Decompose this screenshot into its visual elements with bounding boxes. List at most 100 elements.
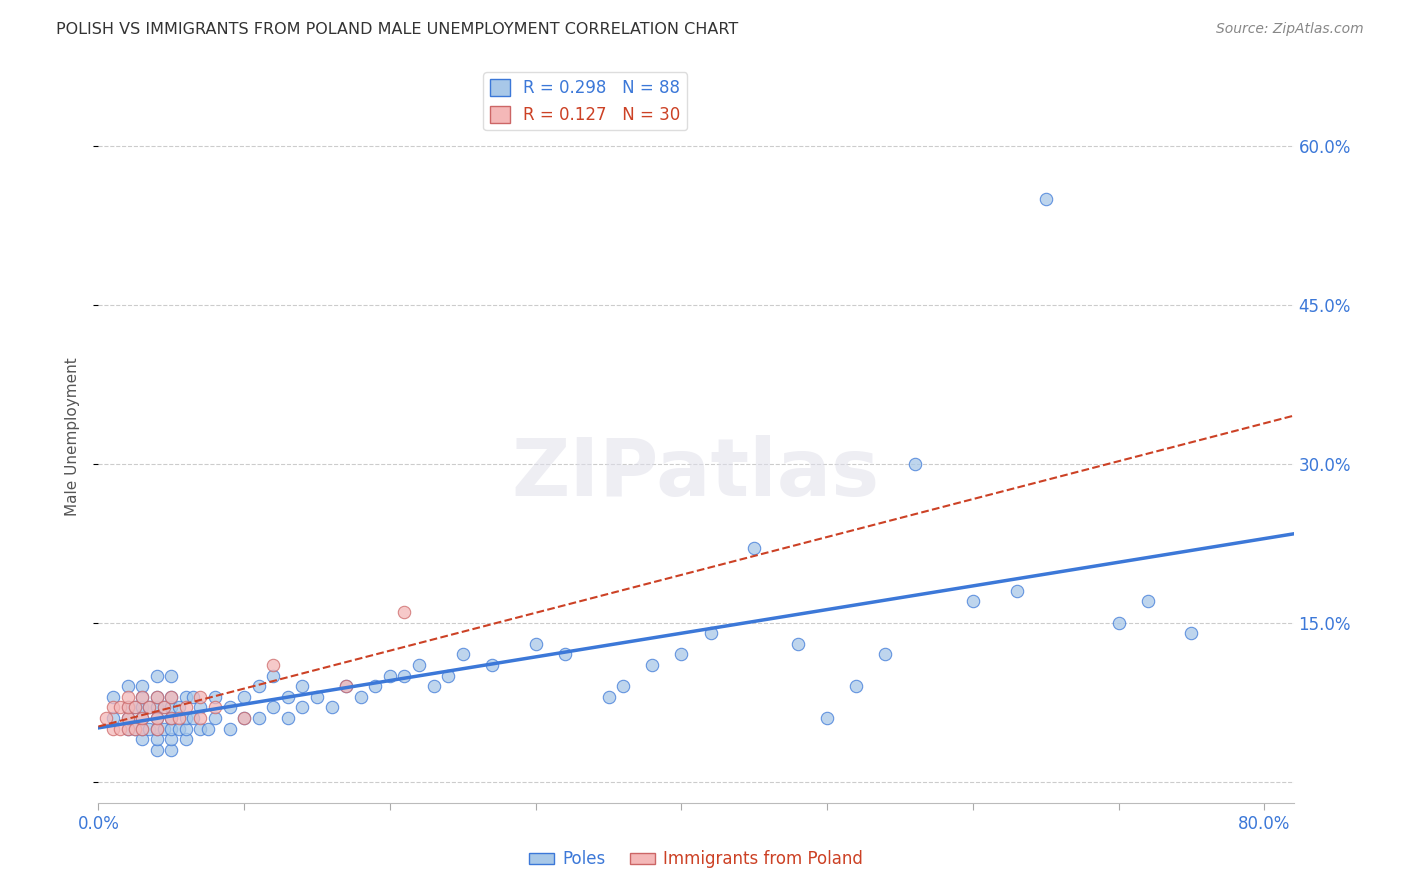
Point bbox=[160, 711, 183, 725]
Point bbox=[524, 637, 547, 651]
Point bbox=[101, 700, 124, 714]
Point bbox=[262, 700, 284, 714]
Point bbox=[153, 700, 176, 714]
Point bbox=[124, 700, 146, 714]
Point bbox=[190, 711, 212, 725]
Point bbox=[145, 743, 167, 757]
Point bbox=[181, 690, 204, 704]
Point bbox=[117, 700, 139, 714]
Point bbox=[131, 690, 153, 704]
Point bbox=[554, 648, 576, 662]
Point bbox=[160, 700, 183, 714]
Point bbox=[204, 711, 226, 725]
Point bbox=[481, 658, 503, 673]
Point bbox=[110, 722, 132, 736]
Point bbox=[451, 648, 474, 662]
Point bbox=[699, 626, 721, 640]
Point bbox=[1136, 594, 1159, 608]
Point bbox=[131, 711, 153, 725]
Point bbox=[291, 679, 314, 693]
Point bbox=[124, 700, 146, 714]
Point bbox=[160, 743, 183, 757]
Text: POLISH VS IMMIGRANTS FROM POLAND MALE UNEMPLOYMENT CORRELATION CHART: POLISH VS IMMIGRANTS FROM POLAND MALE UN… bbox=[56, 22, 738, 37]
Point bbox=[131, 679, 153, 693]
Point bbox=[903, 457, 925, 471]
Point bbox=[117, 700, 139, 714]
Point bbox=[378, 668, 401, 682]
Point bbox=[138, 700, 160, 714]
Point bbox=[181, 711, 204, 725]
Point bbox=[742, 541, 765, 556]
Point bbox=[612, 679, 634, 693]
Point bbox=[101, 722, 124, 736]
Point bbox=[422, 679, 444, 693]
Point bbox=[160, 690, 183, 704]
Point bbox=[145, 722, 167, 736]
Point bbox=[94, 711, 117, 725]
Point bbox=[335, 679, 357, 693]
Point bbox=[101, 711, 124, 725]
Point bbox=[321, 700, 343, 714]
Point bbox=[641, 658, 664, 673]
Point bbox=[437, 668, 460, 682]
Point bbox=[160, 690, 183, 704]
Point bbox=[117, 679, 139, 693]
Point bbox=[262, 668, 284, 682]
Point bbox=[815, 711, 838, 725]
Point bbox=[117, 722, 139, 736]
Point bbox=[167, 722, 190, 736]
Point bbox=[262, 658, 284, 673]
Point bbox=[204, 690, 226, 704]
Point bbox=[204, 700, 226, 714]
Point bbox=[787, 637, 810, 651]
Point bbox=[364, 679, 387, 693]
Point bbox=[1005, 583, 1028, 598]
Point bbox=[190, 700, 212, 714]
Point bbox=[117, 711, 139, 725]
Point bbox=[845, 679, 868, 693]
Point bbox=[138, 700, 160, 714]
Point bbox=[218, 700, 240, 714]
Point bbox=[174, 722, 197, 736]
Y-axis label: Male Unemployment: Male Unemployment bbox=[65, 358, 80, 516]
Point bbox=[218, 722, 240, 736]
Point bbox=[145, 690, 167, 704]
Point bbox=[160, 668, 183, 682]
Point bbox=[247, 711, 270, 725]
Point bbox=[174, 732, 197, 747]
Point bbox=[160, 722, 183, 736]
Point bbox=[174, 690, 197, 704]
Point bbox=[160, 732, 183, 747]
Point bbox=[131, 690, 153, 704]
Point bbox=[145, 668, 167, 682]
Legend: Poles, Immigrants from Poland: Poles, Immigrants from Poland bbox=[522, 844, 870, 875]
Point bbox=[153, 700, 176, 714]
Point bbox=[190, 690, 212, 704]
Text: ZIPatlas: ZIPatlas bbox=[512, 434, 880, 513]
Point bbox=[962, 594, 984, 608]
Point bbox=[145, 732, 167, 747]
Point bbox=[233, 690, 256, 704]
Point bbox=[131, 700, 153, 714]
Point bbox=[598, 690, 620, 704]
Point bbox=[277, 690, 299, 704]
Point bbox=[131, 722, 153, 736]
Point bbox=[394, 668, 416, 682]
Point bbox=[145, 711, 167, 725]
Point bbox=[145, 711, 167, 725]
Point bbox=[117, 722, 139, 736]
Point bbox=[110, 700, 132, 714]
Point bbox=[197, 722, 219, 736]
Point bbox=[233, 711, 256, 725]
Point bbox=[131, 711, 153, 725]
Point bbox=[124, 722, 146, 736]
Text: Source: ZipAtlas.com: Source: ZipAtlas.com bbox=[1216, 22, 1364, 37]
Point bbox=[117, 690, 139, 704]
Point bbox=[875, 648, 897, 662]
Point bbox=[101, 690, 124, 704]
Point bbox=[291, 700, 314, 714]
Point bbox=[408, 658, 430, 673]
Point bbox=[174, 711, 197, 725]
Point bbox=[233, 711, 256, 725]
Point bbox=[145, 690, 167, 704]
